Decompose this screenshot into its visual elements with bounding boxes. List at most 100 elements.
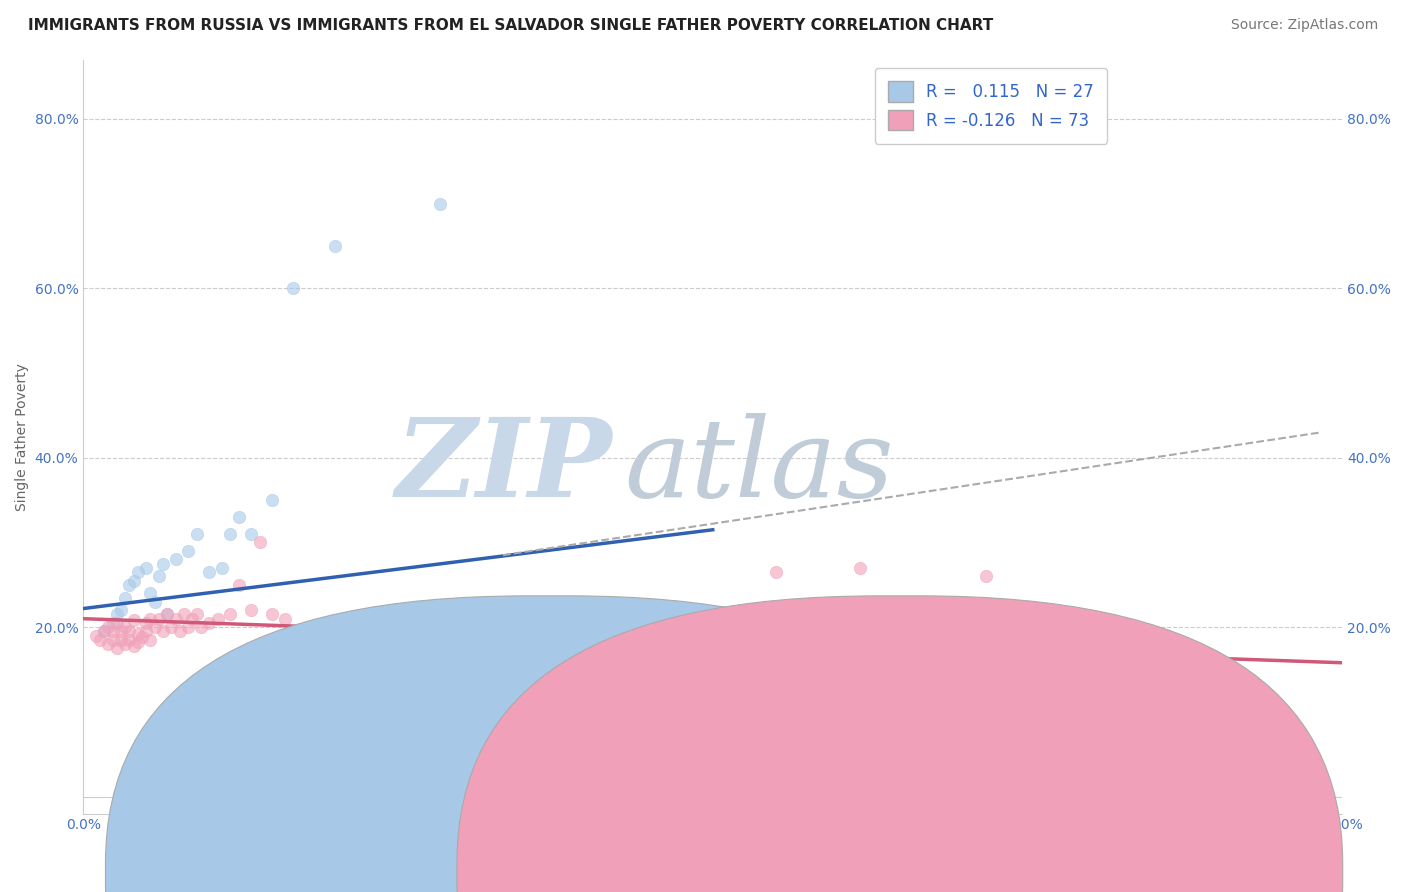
- Point: [118, 632, 141, 647]
- Point: [156, 607, 179, 622]
- Point: [198, 565, 221, 579]
- Point: [492, 612, 515, 626]
- Point: [575, 717, 598, 731]
- Point: [281, 637, 304, 651]
- Point: [143, 595, 166, 609]
- Point: [135, 615, 157, 630]
- Point: [274, 612, 297, 626]
- Point: [1038, 671, 1060, 685]
- Text: Immigrants from El Salvador: Immigrants from El Salvador: [942, 865, 1161, 880]
- Point: [262, 493, 284, 508]
- Point: [110, 603, 132, 617]
- Point: [575, 671, 598, 685]
- Point: [114, 591, 136, 605]
- Point: [1101, 692, 1123, 706]
- Point: [105, 615, 128, 630]
- Point: [953, 700, 976, 714]
- Point: [387, 607, 409, 622]
- Point: [122, 614, 145, 628]
- Point: [97, 637, 120, 651]
- Point: [127, 635, 149, 649]
- Point: [344, 612, 367, 626]
- Point: [323, 239, 346, 253]
- Point: [156, 607, 179, 622]
- Point: [84, 629, 107, 643]
- Point: [1101, 692, 1123, 706]
- Point: [450, 607, 472, 622]
- Point: [240, 527, 263, 541]
- Text: IMMIGRANTS FROM RUSSIA VS IMMIGRANTS FROM EL SALVADOR SINGLE FATHER POVERTY CORR: IMMIGRANTS FROM RUSSIA VS IMMIGRANTS FRO…: [28, 18, 994, 33]
- Legend: R =   0.115   N = 27, R = -0.126   N = 73: R = 0.115 N = 27, R = -0.126 N = 73: [875, 68, 1108, 144]
- Point: [101, 615, 124, 630]
- Point: [1163, 658, 1185, 673]
- Point: [118, 624, 141, 639]
- Point: [186, 527, 208, 541]
- Point: [127, 565, 149, 579]
- Point: [165, 612, 187, 626]
- Text: Source: ZipAtlas.com: Source: ZipAtlas.com: [1230, 18, 1378, 32]
- Point: [118, 578, 141, 592]
- Point: [681, 649, 703, 664]
- Point: [101, 624, 124, 639]
- Point: [148, 612, 170, 626]
- Point: [143, 620, 166, 634]
- Point: [848, 561, 870, 575]
- Point: [101, 632, 124, 647]
- Point: [890, 688, 912, 702]
- Point: [617, 612, 640, 626]
- Point: [190, 620, 212, 634]
- Point: [659, 641, 682, 656]
- Text: Immigrants from Russia: Immigrants from Russia: [591, 865, 773, 880]
- Point: [471, 671, 494, 685]
- Point: [173, 607, 195, 622]
- Point: [228, 510, 250, 524]
- Point: [702, 624, 724, 639]
- Point: [135, 624, 157, 639]
- Point: [219, 527, 242, 541]
- Point: [302, 624, 325, 639]
- Point: [534, 624, 557, 639]
- Text: atlas: atlas: [624, 413, 894, 520]
- Point: [807, 688, 830, 702]
- Point: [974, 569, 997, 583]
- Point: [169, 624, 191, 639]
- Point: [97, 620, 120, 634]
- Point: [135, 561, 157, 575]
- Point: [744, 641, 766, 656]
- Point: [1080, 641, 1102, 656]
- Point: [262, 607, 284, 622]
- Point: [114, 637, 136, 651]
- Point: [181, 612, 204, 626]
- Point: [429, 196, 451, 211]
- Point: [122, 574, 145, 588]
- Point: [93, 624, 115, 639]
- Y-axis label: Single Father Poverty: Single Father Poverty: [15, 363, 30, 510]
- Point: [240, 603, 263, 617]
- Point: [105, 607, 128, 622]
- Point: [408, 615, 430, 630]
- Point: [122, 639, 145, 653]
- Point: [281, 281, 304, 295]
- Point: [513, 641, 536, 656]
- Point: [207, 612, 229, 626]
- Point: [219, 607, 242, 622]
- Point: [127, 627, 149, 641]
- Point: [93, 624, 115, 639]
- Point: [139, 586, 162, 600]
- Point: [131, 631, 153, 645]
- Point: [177, 620, 200, 634]
- Point: [110, 624, 132, 639]
- Point: [198, 615, 221, 630]
- Point: [152, 624, 174, 639]
- Point: [249, 535, 271, 549]
- Point: [152, 557, 174, 571]
- Point: [186, 607, 208, 622]
- Point: [211, 561, 233, 575]
- Point: [110, 632, 132, 647]
- Point: [114, 620, 136, 634]
- Point: [105, 641, 128, 656]
- Text: ZIP: ZIP: [395, 413, 612, 520]
- Point: [160, 620, 183, 634]
- Point: [366, 620, 388, 634]
- Point: [148, 569, 170, 583]
